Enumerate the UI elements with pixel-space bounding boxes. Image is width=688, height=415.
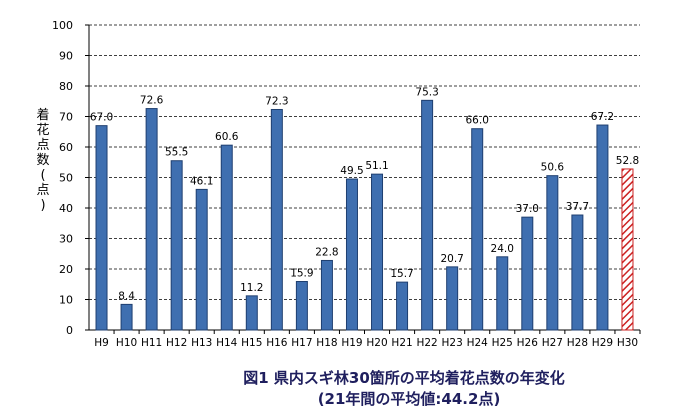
bar bbox=[245, 295, 258, 331]
x-tick-label: H21 bbox=[391, 337, 412, 349]
data-label: 50.6 bbox=[541, 162, 565, 174]
data-label: 67.2 bbox=[591, 111, 614, 123]
bar bbox=[421, 99, 434, 331]
bar bbox=[471, 128, 484, 331]
x-tick-label: H9 bbox=[94, 337, 109, 349]
data-label: 49.5 bbox=[340, 165, 363, 177]
x-tick-label: H16 bbox=[266, 337, 288, 349]
bar bbox=[396, 281, 409, 331]
chart-title: 図1 県内スギ林30箇所の平均着花点数の年変化 bbox=[243, 369, 565, 387]
y-axis-label: 着花点数(点) bbox=[36, 108, 50, 213]
data-label: 37.7 bbox=[566, 201, 589, 213]
y-tick-label: 70 bbox=[59, 111, 73, 124]
x-tick-label: H23 bbox=[442, 337, 463, 349]
data-label: 11.2 bbox=[240, 282, 263, 294]
y-tick-label: 20 bbox=[59, 263, 73, 276]
x-tick-label: H11 bbox=[141, 337, 162, 349]
y-tick-label: 80 bbox=[59, 80, 73, 93]
bar bbox=[220, 144, 233, 331]
y-tick-label: 60 bbox=[59, 141, 73, 154]
data-label: 51.1 bbox=[365, 160, 388, 172]
bar bbox=[446, 266, 459, 331]
y-tick-label: 10 bbox=[59, 294, 73, 307]
value-labels: 67.0 8.4 72.6 55.5 46.1 60.6 11.2 72.3 15.922.8 4… bbox=[90, 86, 639, 302]
x-tick-label: H14 bbox=[216, 337, 238, 349]
data-label: 24.0 bbox=[491, 243, 514, 255]
data-label: 60.6 bbox=[215, 131, 239, 143]
x-tick-label: H28 bbox=[567, 337, 588, 349]
bar bbox=[295, 281, 308, 331]
x-tick-label: H29 bbox=[592, 337, 613, 349]
x-tick-label: H10 bbox=[116, 337, 137, 349]
data-label: 67.0 bbox=[90, 112, 113, 124]
x-tick-label: H15 bbox=[241, 337, 262, 349]
x-tick-label: H30 bbox=[617, 337, 638, 349]
bar bbox=[320, 259, 333, 331]
x-tick-label: H19 bbox=[341, 337, 362, 349]
bar bbox=[145, 108, 158, 331]
bar-highlight bbox=[621, 168, 634, 331]
y-tick-label: 40 bbox=[59, 202, 73, 215]
y-tick-label: 0 bbox=[66, 324, 73, 337]
data-label: 75.3 bbox=[415, 86, 438, 98]
y-tick-label: 50 bbox=[59, 172, 73, 185]
data-label: 15.7 bbox=[390, 268, 413, 280]
x-tick-label: H12 bbox=[166, 337, 187, 349]
bar bbox=[345, 178, 358, 331]
y-tick-label: 90 bbox=[59, 50, 73, 63]
x-tick-label: H18 bbox=[316, 337, 337, 349]
bar bbox=[521, 216, 534, 331]
data-label: 20.7 bbox=[440, 253, 463, 265]
bar bbox=[120, 303, 133, 331]
x-tick-label: H22 bbox=[416, 337, 437, 349]
bar bbox=[95, 125, 108, 331]
chart-subtitle: (21年間の平均値:44.2点) bbox=[317, 390, 501, 408]
data-label: 72.6 bbox=[140, 95, 164, 107]
bar bbox=[546, 175, 559, 331]
bar bbox=[371, 173, 384, 331]
bar bbox=[496, 256, 509, 331]
data-label: 55.5 bbox=[165, 147, 188, 159]
bar bbox=[571, 214, 584, 331]
data-label: 66.0 bbox=[466, 115, 489, 127]
x-tick-label: H17 bbox=[291, 337, 312, 349]
data-label: 46.1 bbox=[190, 175, 213, 187]
data-label: 15.9 bbox=[290, 268, 313, 280]
x-tick-label: H24 bbox=[467, 337, 489, 349]
data-label: 22.8 bbox=[315, 246, 338, 258]
bar bbox=[270, 108, 283, 331]
y-tick-label: 30 bbox=[59, 233, 73, 246]
y-tick-label: 100 bbox=[52, 19, 73, 32]
data-label: 72.3 bbox=[265, 95, 288, 107]
bar bbox=[195, 188, 208, 331]
bar bbox=[596, 124, 609, 331]
bar bbox=[170, 160, 183, 331]
x-tick-label: H27 bbox=[542, 337, 563, 349]
bars bbox=[95, 99, 634, 331]
x-tick-label: H26 bbox=[517, 337, 539, 349]
x-tick-label: H20 bbox=[366, 337, 387, 349]
data-label: 52.8 bbox=[616, 155, 639, 167]
x-tick-label: H13 bbox=[191, 337, 212, 349]
data-label: 37.0 bbox=[516, 203, 539, 215]
data-label: 8.4 bbox=[118, 290, 135, 302]
x-tick-label: H25 bbox=[492, 337, 513, 349]
